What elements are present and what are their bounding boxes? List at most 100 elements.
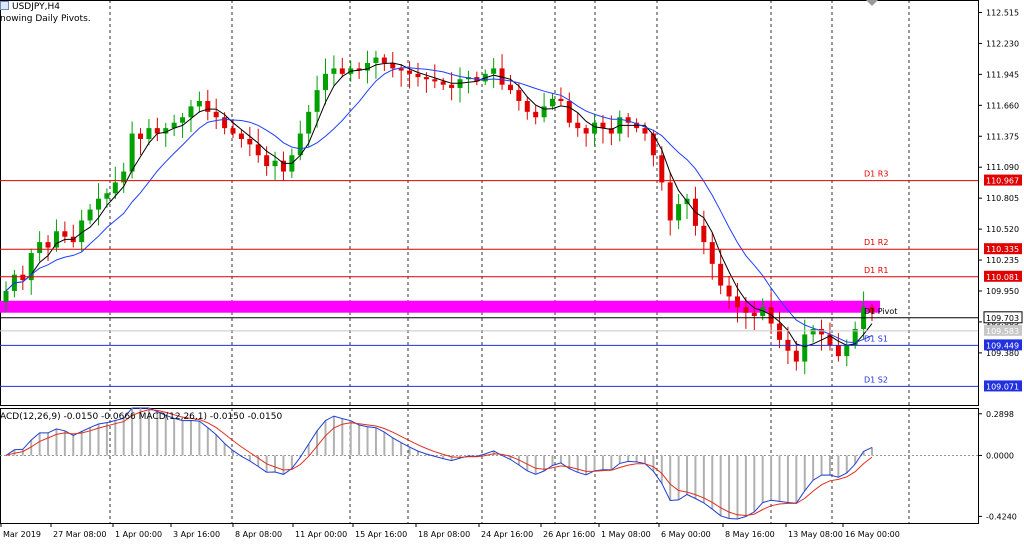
macd-signal-line — [5, 409, 873, 517]
candle-body — [550, 98, 556, 107]
candle-body — [667, 182, 673, 221]
candle-body — [751, 312, 757, 316]
candle-body — [53, 231, 59, 248]
candle-body — [516, 90, 522, 101]
candle-body — [819, 328, 825, 335]
price-tag — [984, 174, 1022, 186]
candle-body — [297, 133, 303, 156]
pivot-label: D1 R2 — [864, 238, 888, 247]
candle-body — [79, 220, 85, 243]
macd-plot-frame — [0, 408, 979, 524]
candle-body — [810, 328, 816, 335]
y-tick-label: 109.950 — [986, 287, 1019, 296]
pivot-label: D1 S1 — [864, 334, 888, 343]
candle-body — [600, 122, 606, 129]
candle-body — [398, 68, 404, 71]
y-tick-label: 112.515 — [986, 8, 1019, 17]
candle-body — [373, 57, 379, 63]
candle-body — [180, 117, 186, 123]
candle-body — [709, 242, 715, 264]
candle-body — [726, 285, 732, 297]
price-tag-label: 110.967 — [986, 177, 1019, 186]
price-tag — [984, 380, 1022, 392]
pivot-zone-band — [0, 300, 880, 313]
symbol-label: USDJPY,H4 — [12, 2, 60, 12]
candle-body — [852, 328, 858, 346]
candle-body — [423, 77, 429, 80]
candle-body — [365, 62, 371, 71]
candle-body — [869, 307, 875, 313]
candle-body — [213, 111, 219, 118]
candle-body — [777, 323, 783, 340]
candle-body — [625, 117, 631, 123]
y-tick-label: 110.235 — [986, 256, 1019, 265]
candle-body — [835, 345, 841, 357]
x-tick-label: 8 Apr 08:00 — [235, 530, 282, 539]
candle-body — [247, 138, 253, 145]
candle-body — [701, 225, 707, 243]
x-tick-label: 27 Mar 08:00 — [53, 530, 106, 539]
candle-body — [45, 242, 51, 248]
candle-body — [440, 81, 446, 85]
candle-body — [718, 263, 724, 286]
candle-body — [608, 128, 614, 134]
candle-body — [314, 90, 320, 112]
candle-body — [760, 307, 766, 316]
current-price-label: 109.583 — [986, 327, 1019, 336]
candle-body — [146, 128, 152, 139]
y-tick-label: 111.090 — [986, 163, 1019, 172]
candle-body — [322, 73, 328, 91]
price-tag-label: 110.335 — [986, 245, 1019, 254]
candle-body — [566, 100, 572, 123]
candle-body — [381, 57, 387, 63]
macd-y-tick-label: -0.4240 — [986, 512, 1017, 521]
candle-body — [743, 307, 749, 313]
price-tag-label: 109.071 — [986, 382, 1019, 391]
x-tick-label: 15 Apr 16:00 — [355, 530, 407, 539]
candle-body — [827, 334, 833, 346]
candle-body — [196, 100, 202, 107]
price-tag — [984, 270, 1022, 282]
candle-body — [507, 84, 513, 91]
price-tag — [984, 243, 1022, 255]
x-tick-label: 6 May 00:00 — [661, 530, 711, 539]
candle-body — [642, 128, 648, 134]
price-tag-label: 110.081 — [986, 273, 1019, 282]
pivot-label: D1 S2 — [864, 375, 888, 384]
candle-body — [272, 160, 278, 167]
candle-body — [734, 296, 740, 308]
candle-body — [205, 100, 211, 112]
candle-body — [171, 122, 177, 129]
candle-body — [104, 193, 110, 199]
x-tick-label: Mar 2019 — [3, 530, 41, 539]
candle-body — [62, 231, 68, 237]
y-tick-label: 110.520 — [986, 225, 1019, 234]
price-tag-label: 109.703 — [986, 314, 1019, 323]
candle-body — [129, 133, 135, 172]
candle-body — [37, 242, 43, 253]
candle-body — [188, 106, 194, 118]
candle-body — [802, 334, 808, 362]
candle-body — [138, 133, 144, 139]
candle-body — [255, 144, 261, 156]
candle-body — [280, 160, 286, 172]
candle-body — [390, 62, 396, 69]
x-tick-label: 13 May 08:00 — [788, 530, 843, 539]
y-tick-label: 109.380 — [986, 349, 1019, 358]
candle-body — [432, 79, 438, 82]
candle-body — [121, 171, 127, 183]
macd-y-tick-label: 0.0000 — [986, 451, 1014, 460]
x-tick-label: 11 Apr 00:00 — [295, 530, 347, 539]
candle-body — [163, 128, 169, 134]
candle-body — [558, 98, 564, 101]
price-tag-label: 109.449 — [986, 341, 1019, 350]
y-tick-label: 112.230 — [986, 39, 1019, 48]
candle-body — [583, 128, 589, 134]
x-tick-label: 8 May 16:00 — [725, 530, 775, 539]
candle-body — [592, 122, 598, 134]
candle-body — [20, 274, 26, 281]
x-tick-label: 1 May 08:00 — [601, 530, 651, 539]
candle-body — [331, 68, 337, 74]
current-price-tag — [984, 324, 1022, 336]
